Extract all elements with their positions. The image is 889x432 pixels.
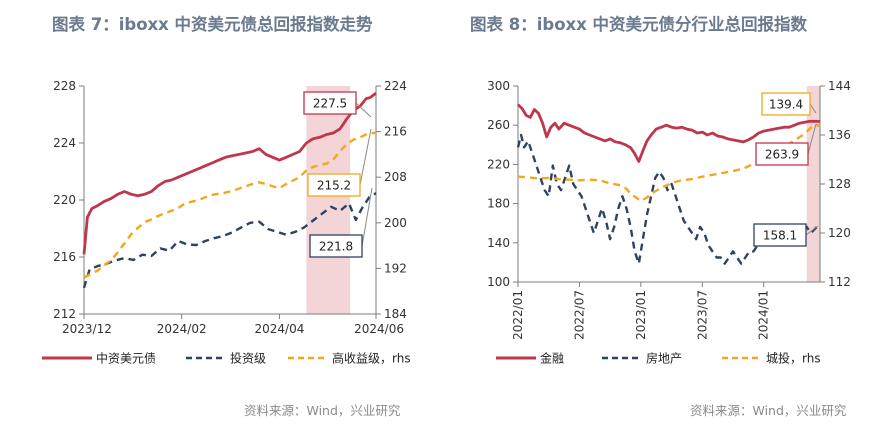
chart-8-legend: 金融 房地产 城投，rhs — [496, 351, 821, 366]
callout-leader — [809, 103, 817, 114]
callout-label: 227.5 — [313, 97, 347, 111]
y-tick-label-left: 180 — [487, 197, 510, 211]
y-tick-label-left: 140 — [487, 236, 510, 250]
chart-7-title: 图表 7：iboxx 中资美元债总回报指数走势 — [52, 14, 373, 34]
y-tick-label-right: 216 — [384, 125, 407, 139]
series-line — [517, 123, 821, 203]
chart-7-shaded-span — [306, 86, 351, 314]
x-tick-label: 2024/04 — [254, 322, 304, 336]
legend-label: 金融 — [540, 351, 564, 366]
callout-box — [755, 142, 809, 166]
legend-label: 房地产 — [646, 351, 682, 366]
callout-box — [303, 91, 357, 115]
series-line — [83, 131, 377, 279]
callout-box — [309, 234, 363, 258]
y-tick-label-left: 228 — [53, 79, 76, 93]
y-tick-label-left: 220 — [53, 193, 76, 207]
x-tick-label: 2023/01 — [634, 290, 648, 340]
legend-label: 高收益级，rhs — [332, 351, 411, 366]
chart-7-lines — [82, 91, 377, 289]
callout-label: 263.9 — [765, 148, 799, 162]
callout-leader — [355, 102, 372, 118]
y-tick-label-right: 120 — [828, 226, 851, 240]
x-tick-label: 2022/01 — [511, 290, 525, 340]
y-tick-label-left: 224 — [53, 136, 76, 150]
x-tick-label: 2023/07 — [695, 290, 709, 340]
callout-label: 158.1 — [763, 229, 797, 243]
series-line — [517, 103, 821, 163]
callout-leader — [359, 128, 372, 186]
chart-7-source: 资料来源：Wind，兴业研究 — [244, 403, 401, 418]
chart-7-axes: 212 216 220 224 228 184 192 200 208 216 224 2023/12… — [53, 79, 407, 336]
y-tick-label-left: 100 — [487, 275, 510, 289]
callout-label: 139.4 — [769, 98, 803, 112]
series-line — [82, 91, 377, 255]
x-tick-label: 2022/07 — [572, 290, 586, 340]
y-tick-label-right: 136 — [828, 128, 851, 142]
callout-label: 215.2 — [317, 179, 351, 193]
y-tick-label-right: 144 — [828, 79, 851, 93]
callout-box — [761, 92, 811, 116]
y-tick-label-left: 216 — [53, 250, 76, 264]
callout-box — [753, 223, 807, 247]
y-tick-label-right: 200 — [384, 216, 407, 230]
callout-label: 221.8 — [319, 240, 353, 254]
callout-box — [307, 173, 361, 197]
x-tick-label: 2024/06 — [354, 322, 404, 336]
y-tick-label-right: 128 — [828, 177, 851, 191]
series-line — [82, 192, 377, 289]
chart-8-source: 资料来源：Wind，兴业研究 — [690, 403, 847, 418]
chart-8-axes: 100 140 180 220 260 300 112 120 128 136 144 2022/01… — [487, 79, 851, 340]
y-tick-label-left: 220 — [487, 157, 510, 171]
y-tick-label-right: 184 — [384, 307, 407, 321]
legend-label: 城投，rhs — [766, 351, 821, 366]
chart-8-title: 图表 8：iboxx 中资美元债分行业总回报指数 — [470, 14, 808, 34]
callout-leader — [805, 225, 819, 236]
chart-8-lines — [516, 103, 821, 265]
x-tick-label: 2024/02 — [157, 322, 207, 336]
x-tick-label: 2023/12 — [62, 322, 112, 336]
legend-label: 投资级 — [230, 351, 266, 366]
y-tick-label-left: 260 — [487, 118, 510, 132]
y-tick-label-right: 208 — [384, 170, 407, 184]
chart-7-legend: 中资美元债 投资级 高收益级，rhs — [42, 351, 411, 366]
y-tick-label-right: 192 — [384, 261, 407, 275]
chart-8: 图表 8：iboxx 中资美元债分行业总回报指数 100 140 180 220 260… — [470, 14, 851, 366]
y-tick-label-right: 112 — [828, 275, 851, 289]
y-tick-label-right: 224 — [384, 79, 407, 93]
callout-leader — [807, 123, 817, 155]
chart-8-shaded-span — [806, 86, 820, 282]
chart-8-callouts: 139.4 263.9 158.1 — [753, 92, 819, 247]
y-tick-label-left: 300 — [487, 79, 510, 93]
callout-leader — [361, 187, 373, 247]
chart-7-callouts: 227.5 215.2 221.8 — [303, 91, 373, 258]
x-tick-label: 2024/01 — [757, 290, 771, 340]
chart-7: 图表 7：iboxx 中资美元债总回报指数走势 212 216 220 224 228 1… — [42, 14, 411, 366]
legend-label: 中资美元债 — [96, 351, 156, 366]
y-tick-label-left: 212 — [53, 307, 76, 321]
